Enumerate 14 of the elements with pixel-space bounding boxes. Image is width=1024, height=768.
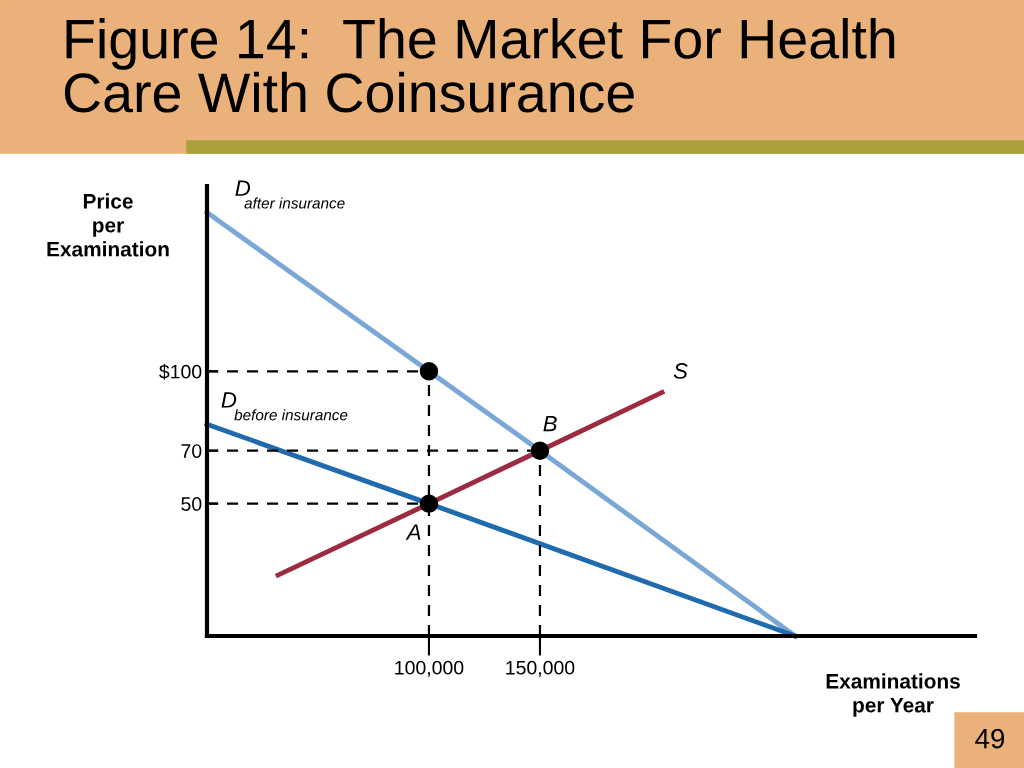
y-axis-title: Price per Examination [47,193,169,257]
annotation: S [673,363,688,379]
y-tick-label: 50 [181,497,202,511]
x-axis-title: Examinations per Year [826,673,960,717]
annotation: Dafter insurance [235,180,345,209]
annotation: B [543,415,557,432]
annotation: Dbefore insurance [221,392,348,421]
chart-title: Figure 14: The Market For Health Care With Coinsurance [64,18,895,113]
text: 49 [975,728,1005,749]
x-tick-label: 150,000 [506,660,575,677]
annotation: A [405,524,421,540]
x-tick-label: 100,000 [395,660,464,677]
y-tick-label: 70 [181,444,202,458]
y-tick-label: $100 [159,363,202,380]
